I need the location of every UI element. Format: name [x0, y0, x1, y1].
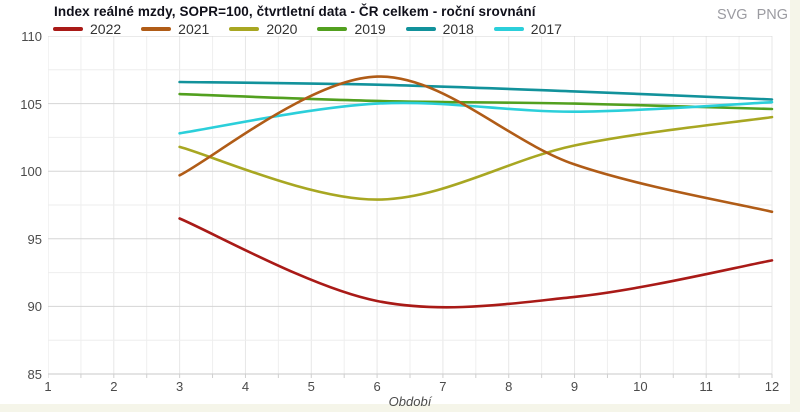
export-png-button[interactable]: PNG	[756, 7, 788, 23]
export-buttons: SVG PNG	[704, 7, 788, 23]
legend-swatch	[229, 27, 260, 31]
legend-label: 2022	[90, 21, 122, 37]
legend-item-2022[interactable]: 2022	[53, 21, 121, 37]
x-axis-label: 11	[699, 379, 713, 394]
y-axis-label: 105	[20, 96, 42, 112]
x-axis-label: 2	[110, 379, 118, 394]
legend: 2022 2021 2020 2019 2018 2017	[53, 21, 582, 37]
legend-label: 2017	[530, 21, 562, 37]
legend-item-2017[interactable]: 2017	[493, 21, 562, 37]
legend-label: 2018	[442, 21, 474, 37]
legend-swatch	[405, 27, 436, 31]
x-axis-label: 9	[570, 379, 579, 394]
x-axis-label: 10	[633, 379, 648, 394]
legend-label: 2020	[266, 21, 298, 37]
series-line-2018[interactable]	[178, 80, 774, 101]
y-axis-label: 100	[20, 164, 42, 180]
export-svg-button[interactable]: SVG	[716, 7, 748, 23]
legend-swatch	[493, 27, 524, 31]
legend-swatch	[317, 27, 348, 31]
x-axis-label: 4	[241, 379, 250, 394]
series-line-2021[interactable]	[178, 75, 774, 214]
x-axis-label: 6	[373, 379, 381, 394]
y-axis-label: 95	[27, 231, 42, 247]
y-axis-label: 90	[27, 299, 42, 315]
y-axis-label: 85	[27, 367, 42, 382]
y-axis-label: 110	[21, 29, 42, 44]
legend-swatch	[141, 27, 172, 31]
x-axis-label: 8	[505, 379, 513, 394]
legend-item-2021[interactable]: 2021	[141, 21, 209, 37]
legend-item-2019[interactable]: 2019	[317, 21, 386, 37]
series-line-2022[interactable]	[178, 217, 774, 309]
legend-label: 2019	[354, 21, 386, 37]
plot-area	[48, 36, 774, 378]
x-axis-label: 12	[764, 379, 780, 394]
x-axis-label: 5	[307, 379, 315, 394]
x-axis-label: 7	[439, 379, 447, 394]
legend-item-2018[interactable]: 2018	[405, 21, 474, 37]
series-line-2020[interactable]	[178, 115, 774, 201]
series-line-2017[interactable]	[178, 100, 774, 135]
legend-swatch	[53, 27, 83, 31]
x-axis-title: Období	[388, 394, 432, 409]
x-axis-label: 1	[44, 379, 52, 394]
x-axis-label: 3	[176, 379, 184, 394]
legend-item-2020[interactable]: 2020	[229, 21, 297, 37]
legend-label: 2021	[178, 21, 210, 37]
chart-title: Index reálné mzdy, SOPR=100, čtvrtletní …	[54, 4, 536, 19]
